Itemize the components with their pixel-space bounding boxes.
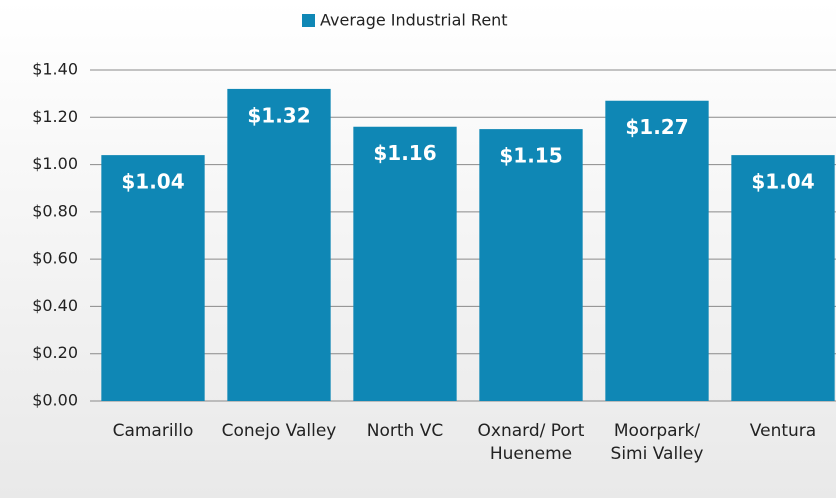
y-tick-label: $0.00 (32, 391, 78, 410)
x-tick-label: Moorpark/ Simi Valley (610, 421, 704, 464)
value-label: $1.32 (247, 103, 310, 127)
legend-swatch (302, 14, 315, 27)
value-label: $1.16 (373, 141, 436, 165)
value-label: $1.04 (121, 170, 184, 194)
value-label: $1.04 (751, 170, 814, 194)
bar (353, 126, 457, 401)
y-tick-label: $0.60 (32, 249, 78, 268)
bar (605, 100, 709, 401)
x-tick-label: Conejo Valley (221, 421, 337, 441)
y-tick-label: $0.80 (32, 201, 78, 220)
legend-label: Average Industrial Rent (320, 11, 508, 30)
y-tick-label: $0.20 (32, 343, 78, 362)
y-tick-label: $1.40 (32, 60, 78, 79)
x-tick-label: Camarillo (112, 421, 194, 441)
x-tick-label: Ventura (749, 421, 817, 441)
x-tick-label: North VC (366, 421, 444, 441)
y-tick-label: $1.00 (32, 154, 78, 173)
bar (227, 88, 331, 402)
bar (101, 155, 205, 401)
bar (479, 129, 583, 401)
bar (731, 155, 835, 401)
y-tick-label: $0.40 (32, 296, 78, 315)
y-tick-label: $1.20 (32, 107, 78, 126)
value-label: $1.15 (499, 144, 562, 168)
value-label: $1.27 (625, 115, 688, 139)
x-tick-label: Oxnard/ Port Hueneme (477, 421, 585, 464)
